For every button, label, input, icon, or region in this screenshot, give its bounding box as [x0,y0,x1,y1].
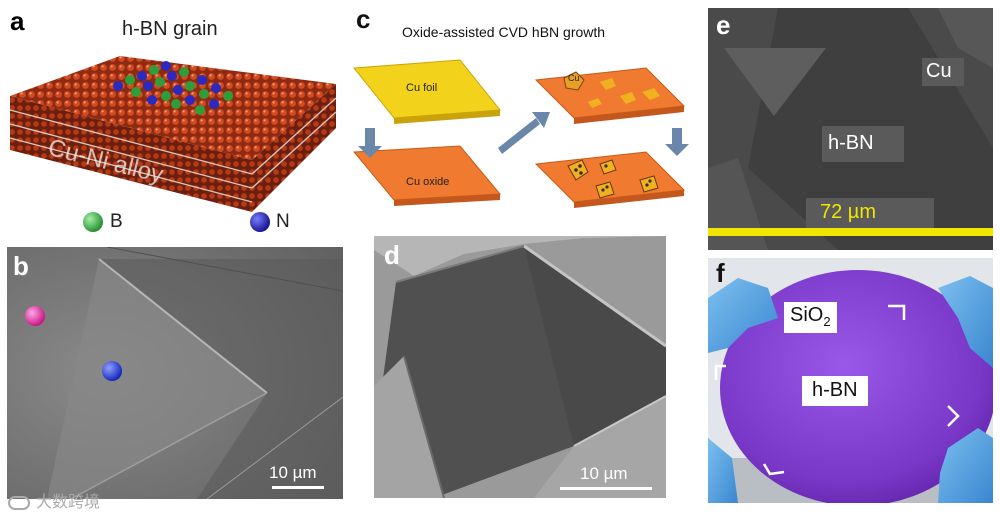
panel-e-scale-text: 72 µm [806,198,934,228]
panel-f-hbn-label: h-BN [802,376,868,406]
panel-b-label: b [13,251,29,281]
nitrogen-legend-ball [250,212,270,232]
panel-d-label: d [384,240,400,270]
wafer-photo [708,258,993,503]
panel-a-label: a [10,6,25,36]
sio2-subscript: 2 [823,314,831,329]
nitrogen-legend-label: N [276,211,290,232]
panel-a-title: h-BN grain [122,18,218,40]
panel-f-sio2-label: SiO2 [784,302,837,333]
magenta-marker [25,306,45,326]
cu-oxide-label: Cu oxide [406,176,450,188]
panel-b-scale-text: 10 µm [269,463,317,482]
panel-c: c Oxide-assisted CVD hBN growth Cu foil … [350,0,692,230]
watermark-text: 大数跨境 [36,494,101,511]
panel-d-scale-text: 10 µm [580,464,628,483]
panel-e-label: e [716,10,731,40]
sem-image-b [7,247,343,499]
panel-a: a h-BN grain Cu-Ni alloy B N [0,0,342,246]
watermark: 大数跨境 [8,488,100,512]
sem-image-d [374,236,666,498]
panel-e-hbn-label: h-BN [822,126,904,162]
panel-e-cu-label: Cu [922,58,964,86]
cu-ni-alloy-slab-illustration [9,56,337,232]
panel-d: d 10 µm [374,236,666,498]
panel-d-scale-bar [560,487,652,490]
cu-foil-label: Cu foil [406,82,438,94]
panel-f-label: f [716,258,725,288]
panel-e: e Cu h-BN 72 µm [708,8,993,250]
boron-legend-ball [83,212,103,232]
panel-c-label: c [356,4,371,34]
blue-marker [102,361,122,381]
sio2-text: SiO [790,304,824,326]
cu-island-label: Cu [568,73,580,83]
panel-b-scale-bar [272,486,324,489]
panel-c-title: Oxide-assisted CVD hBN growth [402,24,606,40]
panel-f: f SiO2 h-BN [708,258,993,503]
boron-legend-label: B [110,211,123,232]
panel-b: b 10 µm [7,247,343,499]
panel-e-scale-bar [708,228,993,236]
watermark-logo-icon [8,495,30,510]
cvd-growth-schematic [352,59,689,208]
